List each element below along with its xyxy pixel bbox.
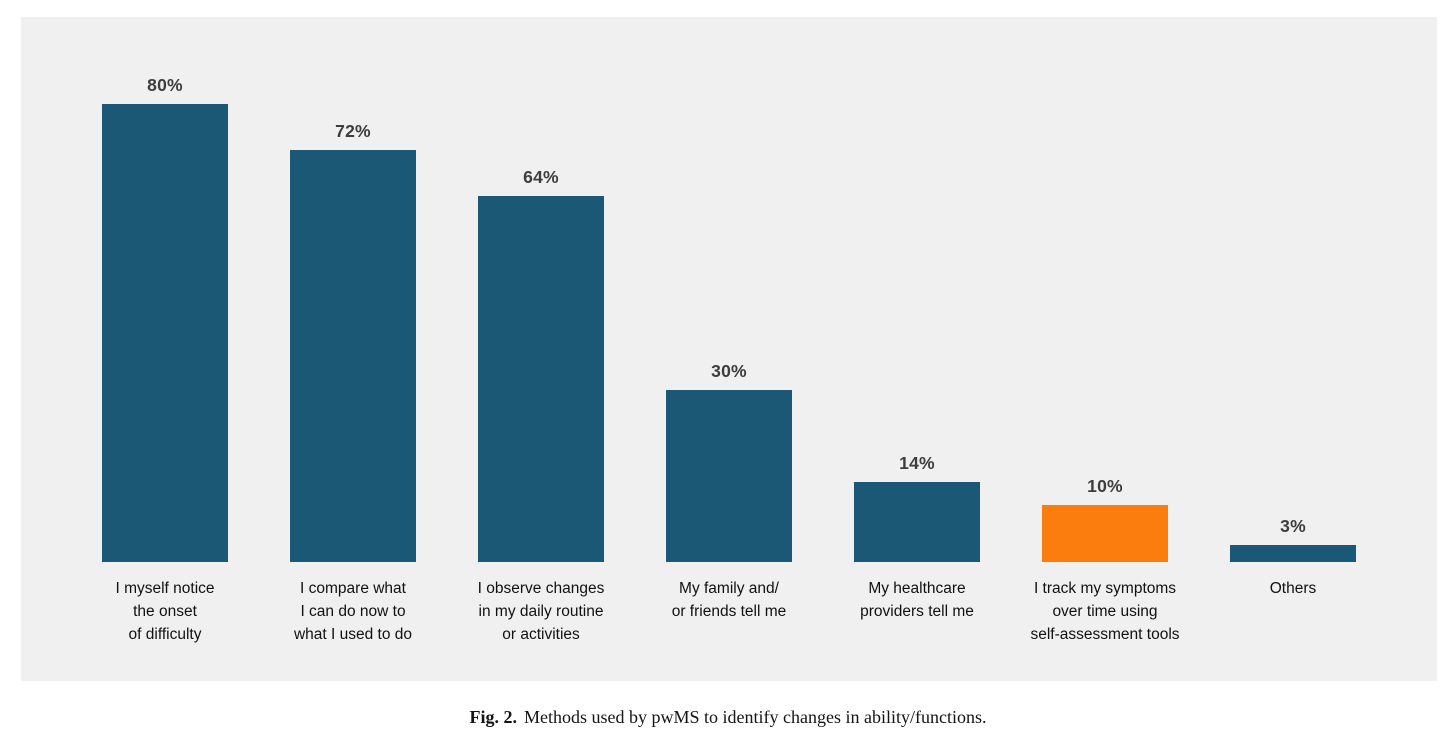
bar-value-label: 80% xyxy=(147,75,183,95)
bar-category-label: I observe changes in my daily routine or a… xyxy=(477,580,605,643)
bar-group: 10% I track my symptoms over time using sel… xyxy=(1011,17,1199,646)
bar xyxy=(854,482,980,562)
caption-label: Fig. 2. xyxy=(469,707,518,727)
figure-caption: Fig. 2. Methods used by pwMS to identify … xyxy=(0,705,1456,729)
bar xyxy=(102,104,228,562)
bar-area: 14% xyxy=(823,17,1011,562)
bar-group: 14% My healthcare providers tell me xyxy=(823,17,1011,623)
bar-area: 64% xyxy=(447,17,635,562)
bar xyxy=(1230,545,1356,562)
bar-value-label: 64% xyxy=(523,167,559,187)
bar-group: 80% I myself notice the onset of difficulty xyxy=(71,17,259,646)
caption-text: Methods used by pwMS to identify changes… xyxy=(524,707,987,727)
bar-value-label: 10% xyxy=(1087,476,1123,496)
bar-area: 10% xyxy=(1011,17,1199,562)
bar-category-label: I track my symptoms over time using self-a… xyxy=(1030,580,1180,643)
bar xyxy=(1042,505,1168,562)
bar-area: 30% xyxy=(635,17,823,562)
bar-category-label: I myself notice the onset of difficulty xyxy=(115,580,215,643)
bar-value-label: 72% xyxy=(335,121,371,141)
bar-chart-panel: 80% I myself notice the onset of difficulty… xyxy=(21,17,1437,681)
bar-group: 72% I compare what I can do now to what I u… xyxy=(259,17,447,646)
bar-value-label: 3% xyxy=(1280,516,1306,536)
bar xyxy=(290,150,416,562)
bar-area: 72% xyxy=(259,17,447,562)
bar-group: 3% Others xyxy=(1199,17,1387,600)
bar-category-label: My family and/or friends tell me xyxy=(671,580,787,620)
bar xyxy=(666,390,792,562)
bar-group: 30% My family and/or friends tell me xyxy=(635,17,823,623)
bar-value-label: 14% xyxy=(899,453,935,473)
bar-area: 3% xyxy=(1199,17,1387,562)
bar xyxy=(478,196,604,562)
bar-group: 64% I observe changes in my daily routine o… xyxy=(447,17,635,646)
bar-value-label: 30% xyxy=(711,361,747,381)
bar-area: 80% xyxy=(71,17,259,562)
bar-category-label: Others xyxy=(1269,580,1317,597)
bar-category-label: I compare what I can do now to what I used… xyxy=(293,580,413,643)
bar-category-label: My healthcare providers tell me xyxy=(860,580,974,620)
